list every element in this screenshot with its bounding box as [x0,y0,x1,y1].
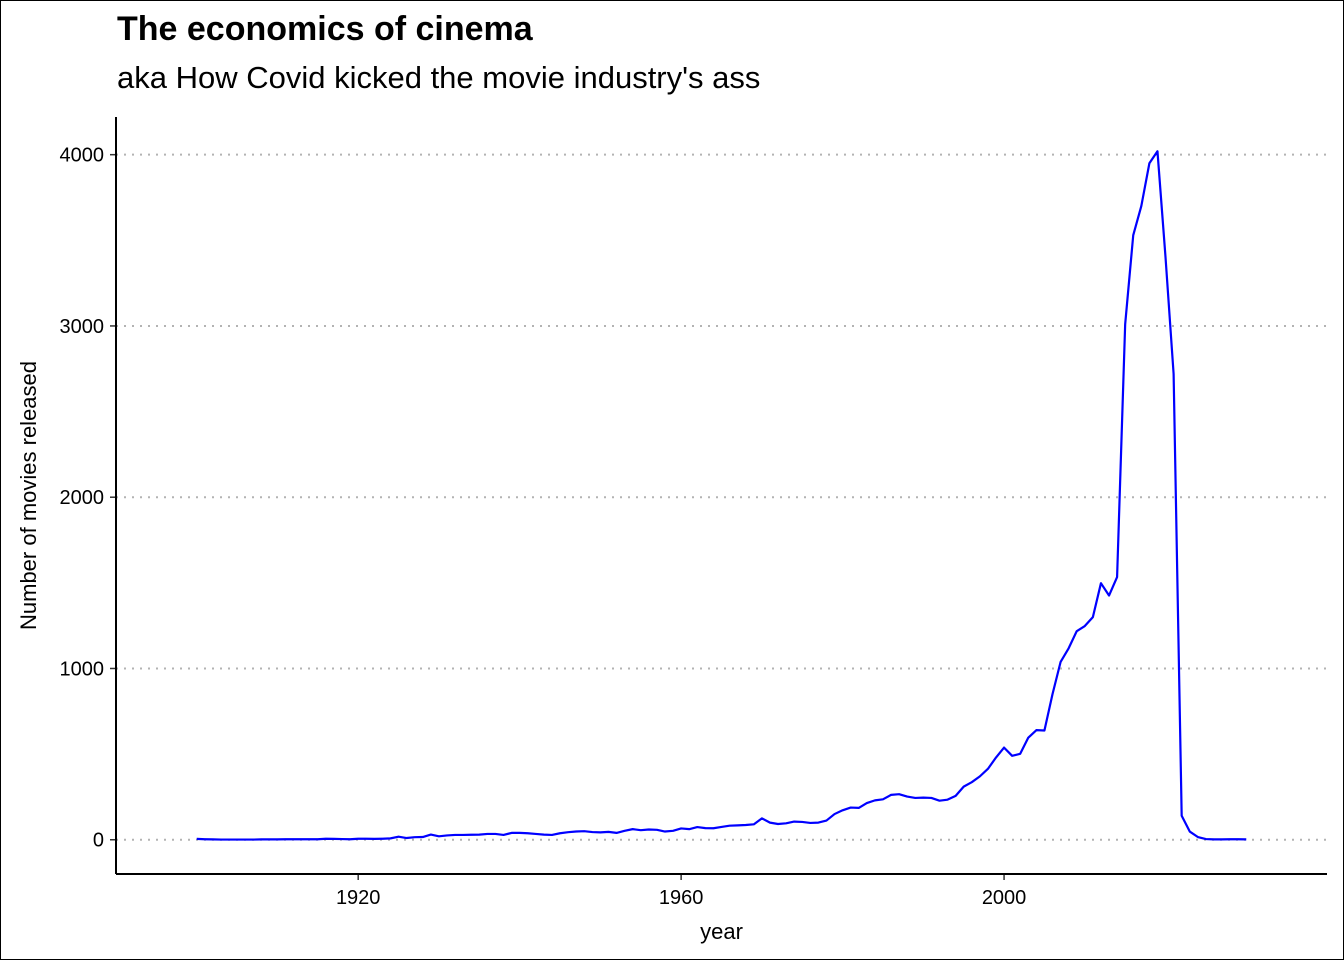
axes [110,117,1327,880]
y-tick-label-2000: 2000 [60,487,105,509]
tick-labels: 0 1000 2000 3000 4000 1920 1960 2000 [60,145,1027,909]
series-group [196,150,1247,841]
x-tick-label-1960: 1960 [659,887,704,909]
y-tick-label-0: 0 [93,830,104,852]
x-tick-label-1920: 1920 [336,887,381,909]
y-axis-title: Number of movies released [16,361,41,630]
chart-title: The economics of cinema [117,10,533,48]
y-tick-label-1000: 1000 [60,658,105,680]
series-line-0 [196,150,1247,841]
gridlines [116,153,1327,841]
chart-subtitle: aka How Covid kicked the movie industry'… [117,60,761,95]
y-tick-label-3000: 3000 [60,316,105,338]
x-axis-title: year [700,919,743,944]
x-tick-label-2000: 2000 [982,887,1027,909]
y-tick-label-4000: 4000 [60,145,105,167]
